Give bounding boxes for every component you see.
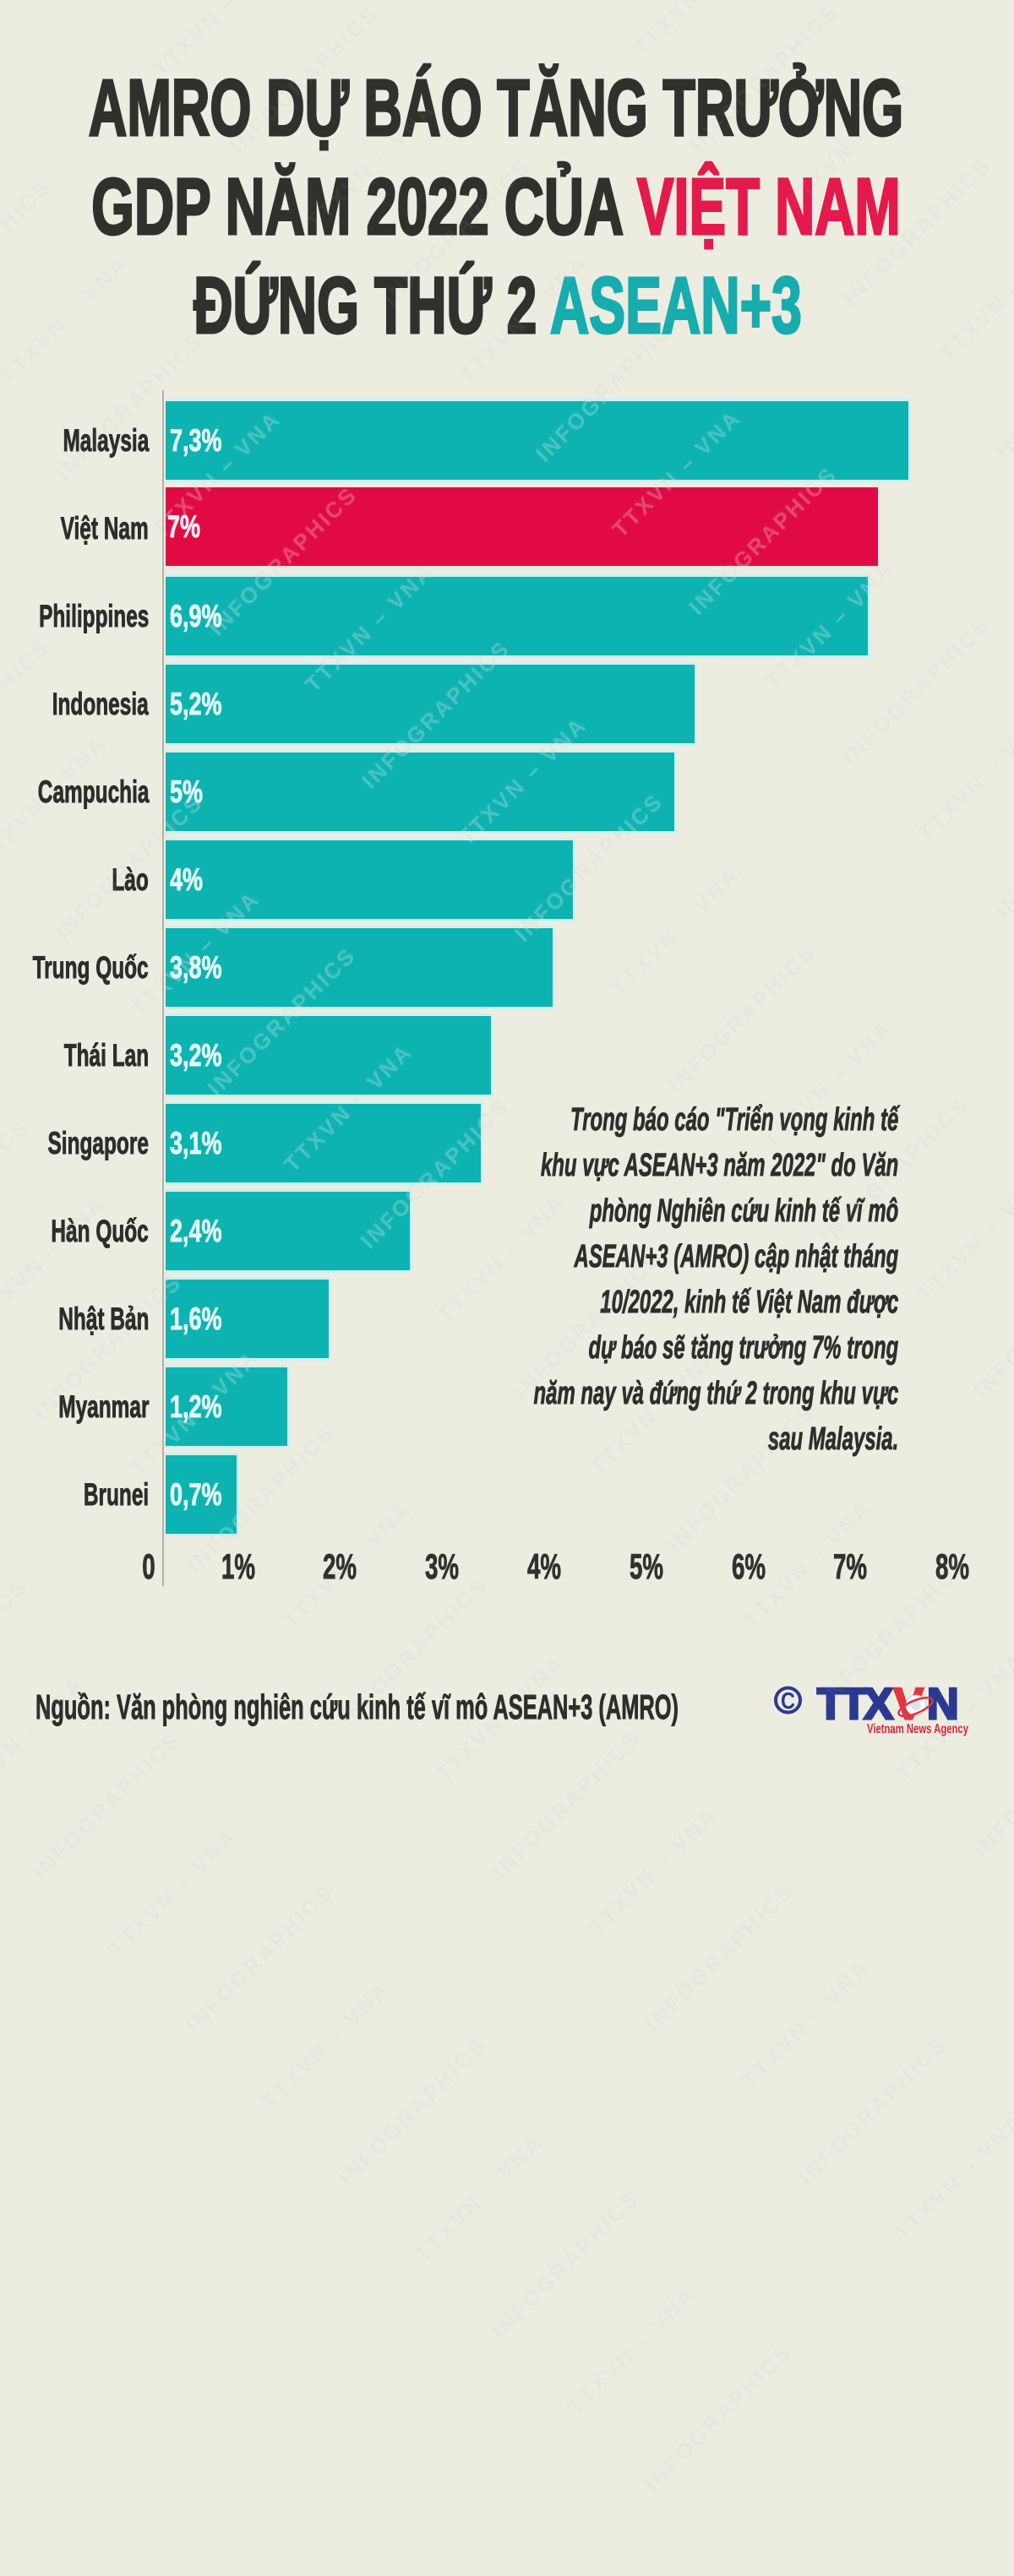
svg-text:C: C	[781, 1687, 795, 1714]
svg-text:Vietnam News Agency: Vietnam News Agency	[867, 1722, 968, 1736]
svg-text:TTX: TTX	[817, 1680, 893, 1729]
svg-text:N: N	[927, 1680, 959, 1729]
